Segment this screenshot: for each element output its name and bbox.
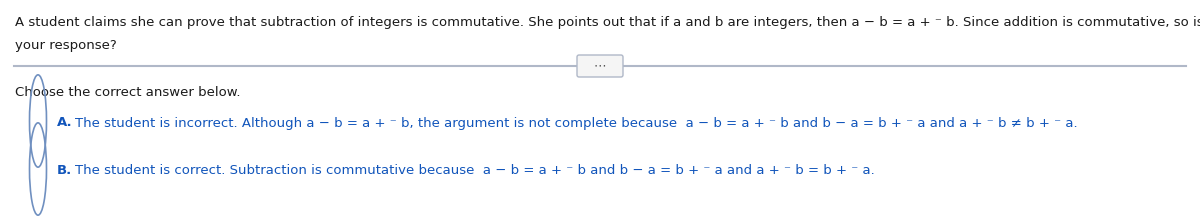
Text: The student is correct. Subtraction is commutative because  a − b = a + ⁻ b and : The student is correct. Subtraction is c… [74,164,875,177]
Text: Choose the correct answer below.: Choose the correct answer below. [14,86,240,99]
Text: A student claims she can prove that subtraction of integers is commutative. She : A student claims she can prove that subt… [14,16,1200,29]
Text: ⋯: ⋯ [594,59,606,72]
FancyBboxPatch shape [577,55,623,77]
Text: B.: B. [58,164,72,177]
Text: your response?: your response? [14,39,116,52]
Text: A.: A. [58,116,73,130]
Text: The student is incorrect. Although a − b = a + ⁻ b, the argument is not complete: The student is incorrect. Although a − b… [74,116,1078,130]
